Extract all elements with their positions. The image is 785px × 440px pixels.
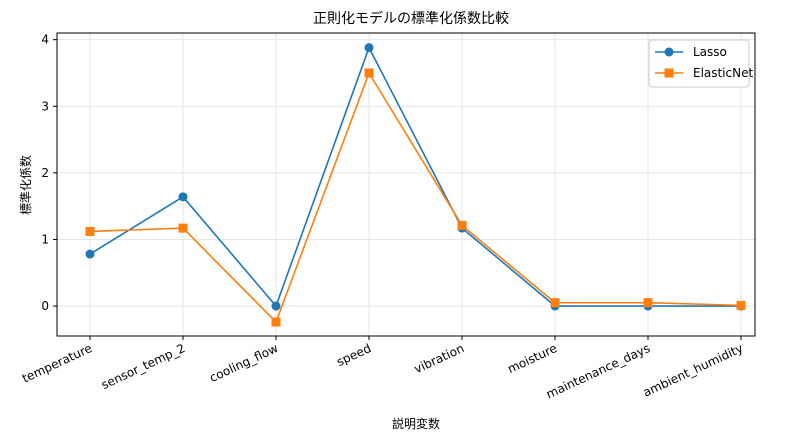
x-tick-label: ambient_humidity xyxy=(641,341,745,400)
y-tick-label: 2 xyxy=(41,166,49,180)
data-point-elasticnet xyxy=(736,300,746,310)
x-tick-label: temperature xyxy=(20,341,94,386)
x-tick-label: cooling_flow xyxy=(207,341,280,385)
data-point-elasticnet xyxy=(364,68,374,78)
data-point-lasso xyxy=(364,43,374,53)
x-axis-label: 説明変数 xyxy=(392,416,440,431)
chart-title: 正則化モデルの標準化係数比較 xyxy=(313,10,509,27)
x-tick-label: sensor_temp_2 xyxy=(99,341,187,392)
series-line-elasticnet xyxy=(89,71,742,324)
y-tick-label: 0 xyxy=(41,299,49,313)
plot-frame xyxy=(56,32,756,337)
legend-marker-lasso xyxy=(664,47,674,57)
x-tick-label: speed xyxy=(334,341,373,369)
data-point-elasticnet xyxy=(271,317,281,327)
x-tick-label: vibration xyxy=(412,341,466,376)
data-point-lasso xyxy=(271,301,281,311)
data-point-elasticnet xyxy=(550,298,560,308)
data-point-lasso xyxy=(178,192,188,202)
grid xyxy=(57,33,755,336)
y-axis-label: 標準化係数 xyxy=(18,155,33,215)
y-tick-label: 4 xyxy=(41,33,49,47)
y-tick-label: 1 xyxy=(41,232,49,246)
series-layer xyxy=(85,43,746,327)
data-point-elasticnet xyxy=(643,298,653,308)
legend-marker-elasticnet xyxy=(664,68,674,78)
legend-label-lasso: Lasso xyxy=(693,45,727,59)
legend: Lasso ElasticNet xyxy=(648,39,754,88)
legend-label-elasticnet: ElasticNet xyxy=(693,66,754,80)
data-point-lasso xyxy=(85,249,95,259)
x-tick-label: moisture xyxy=(505,341,559,376)
data-point-elasticnet xyxy=(457,220,467,230)
series-line-lasso xyxy=(89,45,741,308)
x-tick-label: maintenance_days xyxy=(544,341,652,401)
data-point-elasticnet xyxy=(85,226,95,236)
y-tick-label: 3 xyxy=(41,99,49,113)
data-point-elasticnet xyxy=(178,223,188,233)
ticks: temperature sensor_temp_2 cooling_flow spee… xyxy=(20,33,745,402)
